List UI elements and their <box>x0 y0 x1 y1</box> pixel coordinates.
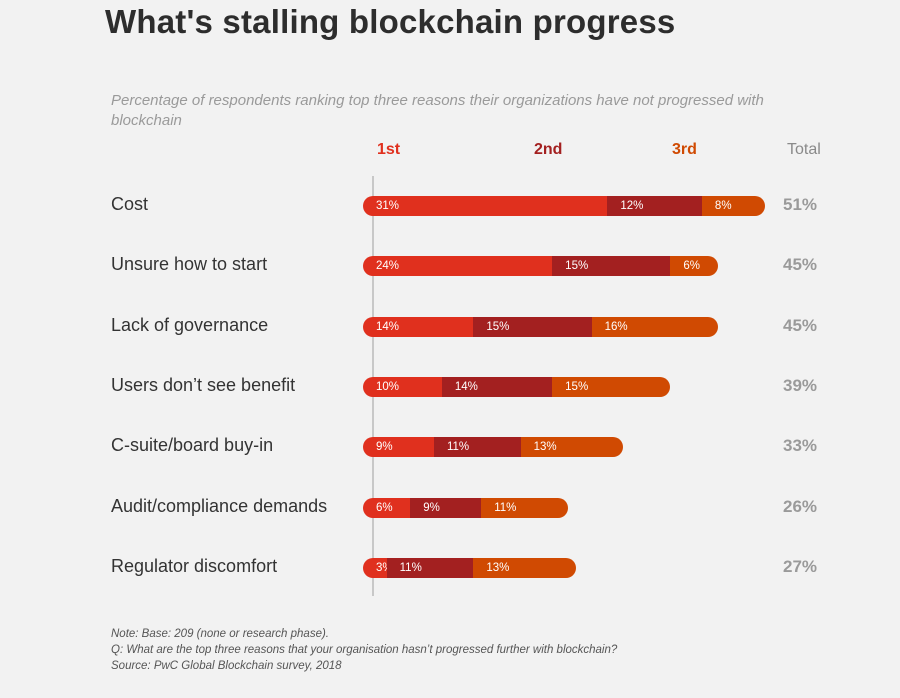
segment-value-label: 6% <box>376 502 393 514</box>
stacked-bar: 6% 9% 11% <box>363 498 568 518</box>
chart-subtitle: Percentage of respondents ranking top th… <box>111 92 764 129</box>
legend-2nd: 2nd <box>534 141 563 158</box>
segment-value-label: 6% <box>683 260 701 272</box>
category-label: Unsure how to start <box>111 254 268 274</box>
total-value: 39% <box>783 376 818 395</box>
bar-row: C-suite/board buy-in 9% 11% 13% 33% <box>0 433 900 459</box>
stacked-bar: 3% 11% 13% <box>363 558 576 578</box>
bar-row: Unsure how to start 24% 15% 6% 45% <box>0 252 900 278</box>
bar-row: Users don’t see benefit 10% 14% 15% 39% <box>0 373 900 399</box>
category-label: Users don’t see benefit <box>111 375 296 395</box>
stacked-bar: 14% 15% 16% <box>363 317 718 337</box>
bar-row: Regulator discomfort 3% 11% 13% 27% <box>0 554 900 580</box>
segment-value-label: 14% <box>454 381 478 393</box>
bar-segment-1st: 31% <box>363 196 608 216</box>
bar-segment-1st: 6% <box>363 498 411 518</box>
segment-value-label: 14% <box>376 321 400 333</box>
bar-segment-1st: 3% <box>363 558 393 578</box>
stacked-bar: 31% 12% 8% <box>363 196 765 216</box>
legend-total: Total <box>787 141 821 158</box>
total-value: 27% <box>783 557 818 576</box>
total-value: 45% <box>783 316 818 335</box>
bar-segment-2nd: 15% <box>473 317 592 337</box>
bar-segment-3rd: 16% <box>591 317 718 337</box>
bar-row: Cost 31% 12% 8% 51% <box>0 192 900 218</box>
footnotes: Note: Base: 209 (none or research phase)… <box>111 626 617 674</box>
bar-segment-1st: 24% <box>363 256 553 276</box>
total-value: 26% <box>783 497 818 516</box>
bar-segment-1st: 10% <box>363 377 442 397</box>
legend-1st: 1st <box>377 141 401 158</box>
note-question: Q: What are the top three reasons that y… <box>111 644 618 656</box>
stacked-bar: 10% 14% 15% <box>363 377 671 397</box>
bar-segment-2nd: 12% <box>607 196 702 216</box>
total-value: 45% <box>783 255 818 274</box>
segment-value-label: 15% <box>486 321 510 333</box>
bar-row: Audit/compliance demands 6% 9% 11% 26% <box>0 494 900 520</box>
bar-segment-3rd: 6% <box>670 256 718 276</box>
bar-segment-3rd: 11% <box>481 498 568 518</box>
segment-value-label: 11% <box>446 441 470 453</box>
segment-value-label: 8% <box>714 200 732 212</box>
segment-value-label: 15% <box>565 381 589 393</box>
chart-title: What's stalling blockchain progress <box>105 3 676 40</box>
category-label: Audit/compliance demands <box>111 496 328 516</box>
bar-row: Lack of governance 14% 15% 16% 45% <box>0 313 900 339</box>
segment-value-label: 31% <box>376 200 400 212</box>
segment-value-label: 10% <box>376 381 400 393</box>
segment-value-label: 15% <box>565 260 589 272</box>
segment-value-label: 11% <box>399 562 422 574</box>
bar-segment-3rd: 13% <box>520 437 624 457</box>
bar-segment-2nd: 14% <box>441 377 553 397</box>
total-value: 51% <box>783 195 818 214</box>
category-label: Cost <box>111 194 149 214</box>
segment-value-label: 9% <box>376 441 393 453</box>
bar-segment-1st: 14% <box>363 317 474 337</box>
category-label: Lack of governance <box>111 315 269 335</box>
bar-segment-2nd: 9% <box>410 498 482 518</box>
note-source: Source: PwC Global Blockchain survey, 20… <box>111 660 342 672</box>
bar-segment-2nd: 11% <box>433 437 521 457</box>
bar-segment-3rd: 8% <box>701 196 765 216</box>
category-label: Regulator discomfort <box>111 556 278 576</box>
segment-value-label: 9% <box>423 502 440 514</box>
segment-value-label: 12% <box>620 200 644 212</box>
legend-3rd: 3rd <box>672 141 697 158</box>
segment-value-label: 13% <box>486 562 510 574</box>
segment-value-label: 16% <box>604 321 628 333</box>
bar-segment-3rd: 15% <box>552 377 671 397</box>
segment-value-label: 13% <box>533 441 557 453</box>
stacked-bar: 9% 11% 13% <box>363 437 624 457</box>
bar-segment-2nd: 15% <box>552 256 671 276</box>
bar-segment-2nd: 11% <box>386 558 474 578</box>
total-value: 33% <box>783 436 818 455</box>
stacked-bar: 24% 15% 6% <box>363 256 718 276</box>
bar-segment-1st: 9% <box>363 437 434 457</box>
segment-value-label: 11% <box>494 502 517 514</box>
segment-value-label: 24% <box>376 260 400 272</box>
bar-segment-3rd: 13% <box>473 558 576 578</box>
category-label: C-suite/board buy-in <box>111 435 274 455</box>
note-base: Note: Base: 209 (none or research phase)… <box>111 628 329 640</box>
